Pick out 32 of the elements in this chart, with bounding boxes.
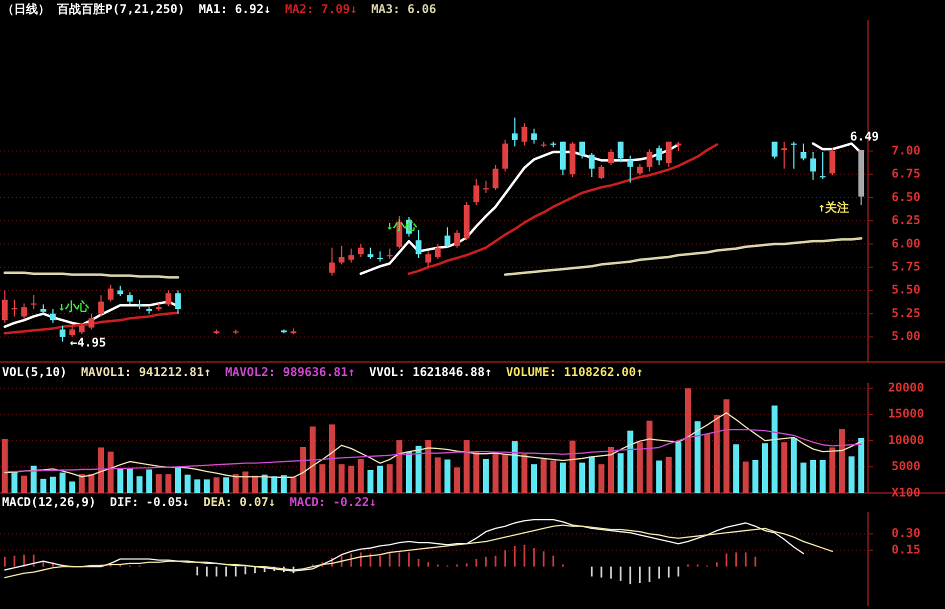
y-tick-label: 20000 [888, 380, 924, 395]
y-tick-label: 5000 [892, 459, 920, 474]
y-tick-label: 5.50 [892, 282, 920, 297]
annotation: ←4.95 [70, 335, 106, 350]
y-tick-label: 5.25 [892, 306, 920, 320]
text: DIF: -0.05↓ [110, 495, 190, 509]
text: VOLUME: 1108262.00↑ [506, 365, 644, 379]
chart-title: （日线） 百战百胜P(7,21,250) [2, 2, 185, 16]
y-tick-label: 15000 [888, 406, 924, 421]
y-tick-label: 6.50 [892, 190, 920, 204]
y-tick-label: 7.00 [892, 143, 920, 158]
y-tick-label: 5.00 [892, 329, 920, 344]
text: MAVOL1: 941212.81↑ [81, 365, 212, 379]
y-tick-label: 0.15 [892, 542, 920, 557]
text: MA2: 7.09↓ [284, 2, 358, 16]
y-tick-label: 6.75 [892, 166, 920, 181]
y-tick-label: 5.75 [892, 259, 920, 274]
y-tick-label: 6.00 [892, 236, 920, 250]
y-tick-label: 0.30 [892, 526, 920, 540]
text: VVOL: 1621846.88↑ [369, 365, 492, 379]
annotation: ↓小心 [58, 299, 90, 314]
text: MA3: 6.06 [371, 2, 436, 16]
text: MACD: -0.22↓ [290, 495, 376, 509]
y-tick-label: 10000 [888, 432, 924, 447]
chart-title: MACD(12,26,9) [2, 495, 96, 509]
text: MAVOL2: 989636.81↑ [225, 365, 356, 379]
annotation: 6.49 [850, 129, 879, 144]
text: MA1: 6.92↓ [198, 2, 271, 16]
chart-title: VOL(5,10) [2, 365, 68, 379]
text: DEA: 0.07↓ [203, 495, 276, 509]
annotation: ↑关注 [818, 200, 850, 214]
y-tick-label: 6.25 [892, 213, 920, 228]
